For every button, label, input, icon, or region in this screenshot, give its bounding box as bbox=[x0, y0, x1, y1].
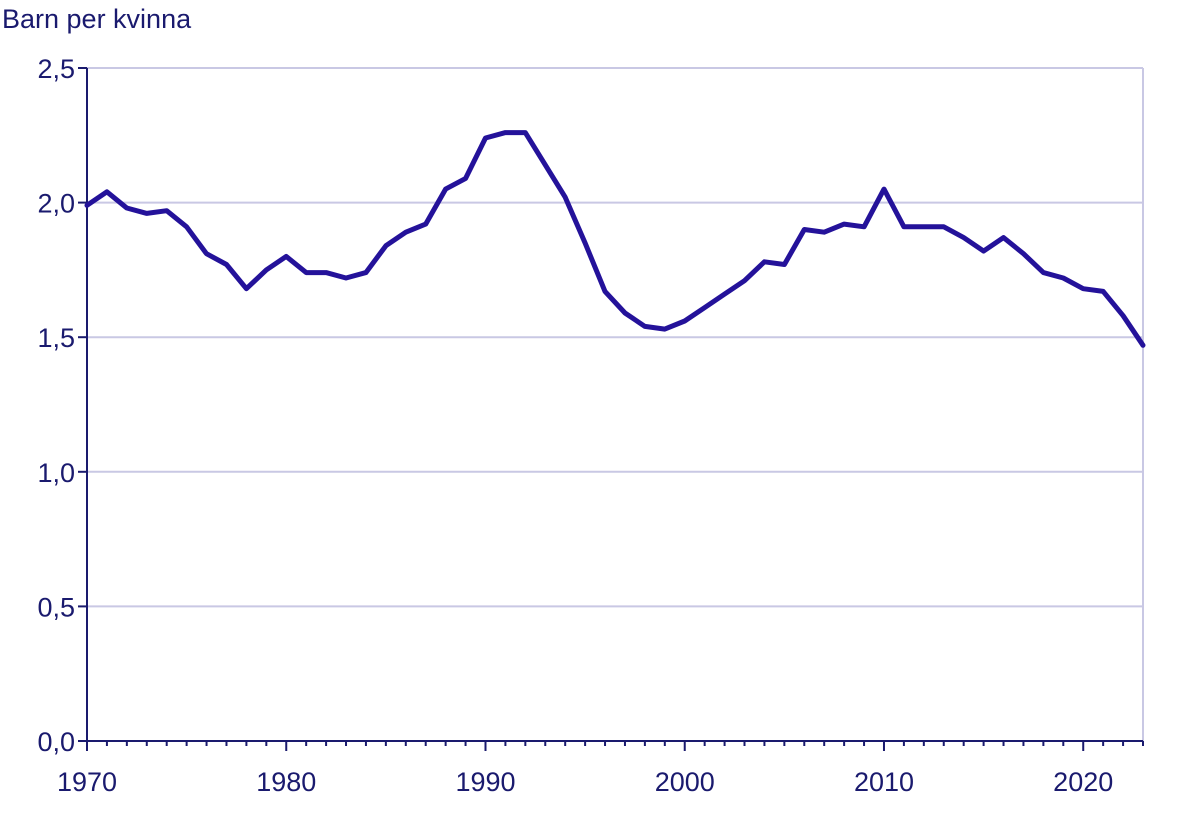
data-point bbox=[104, 189, 109, 194]
data-point bbox=[503, 130, 508, 135]
x-tick-label: 2020 bbox=[1053, 767, 1113, 797]
x-tick-label: 2010 bbox=[854, 767, 914, 797]
data-point bbox=[1101, 289, 1106, 294]
data-point bbox=[842, 222, 847, 227]
data-point bbox=[622, 310, 627, 315]
data-point bbox=[782, 262, 787, 267]
data-point bbox=[423, 222, 428, 227]
y-tick-label: 1,0 bbox=[37, 458, 75, 488]
data-point bbox=[682, 319, 687, 324]
y-tick-label: 0,5 bbox=[37, 592, 75, 622]
data-point bbox=[583, 240, 588, 245]
data-point bbox=[1021, 251, 1026, 256]
data-point bbox=[722, 292, 727, 297]
data-point bbox=[324, 270, 329, 275]
data-point bbox=[1121, 313, 1126, 318]
data-point bbox=[244, 286, 249, 291]
data-point bbox=[164, 208, 169, 213]
data-point bbox=[1061, 275, 1066, 280]
data-point bbox=[981, 249, 986, 254]
data-point bbox=[284, 254, 289, 259]
data-point bbox=[822, 230, 827, 235]
x-tick-label: 1970 bbox=[57, 767, 117, 797]
x-tick-label: 1990 bbox=[455, 767, 515, 797]
data-point bbox=[1001, 235, 1006, 240]
data-point bbox=[603, 289, 608, 294]
data-point bbox=[563, 195, 568, 200]
y-tick-label: 2,5 bbox=[37, 54, 75, 84]
data-point bbox=[124, 205, 129, 210]
data-point bbox=[403, 230, 408, 235]
data-point bbox=[662, 327, 667, 332]
data-point bbox=[264, 267, 269, 272]
data-point bbox=[862, 224, 867, 229]
data-point bbox=[921, 224, 926, 229]
data-point bbox=[802, 227, 807, 232]
data-point bbox=[1041, 270, 1046, 275]
x-tick-label: 1980 bbox=[256, 767, 316, 797]
data-point bbox=[702, 305, 707, 310]
data-point bbox=[85, 203, 90, 208]
data-point bbox=[1141, 343, 1146, 348]
y-tick-label: 2,0 bbox=[37, 189, 75, 219]
data-point bbox=[363, 270, 368, 275]
data-point bbox=[204, 251, 209, 256]
data-point bbox=[881, 187, 886, 192]
data-point bbox=[1081, 286, 1086, 291]
data-point bbox=[304, 270, 309, 275]
data-point bbox=[901, 224, 906, 229]
x-tick-label: 2000 bbox=[655, 767, 715, 797]
y-tick-label: 0,0 bbox=[37, 727, 75, 757]
data-point bbox=[463, 176, 468, 181]
y-tick-label: 1,5 bbox=[37, 323, 75, 353]
series-line bbox=[84, 130, 1146, 348]
data-point bbox=[383, 243, 388, 248]
y-axis-title: Barn per kvinna bbox=[2, 4, 192, 34]
data-point bbox=[144, 211, 149, 216]
data-point bbox=[742, 278, 747, 283]
data-point bbox=[344, 275, 349, 280]
data-point bbox=[642, 324, 647, 329]
data-point bbox=[224, 262, 229, 267]
data-point bbox=[184, 224, 189, 229]
data-point bbox=[443, 187, 448, 192]
data-point bbox=[762, 259, 767, 264]
data-point bbox=[483, 135, 488, 140]
data-point bbox=[961, 235, 966, 240]
data-point bbox=[543, 162, 548, 167]
data-point bbox=[941, 224, 946, 229]
data-point bbox=[523, 130, 528, 135]
